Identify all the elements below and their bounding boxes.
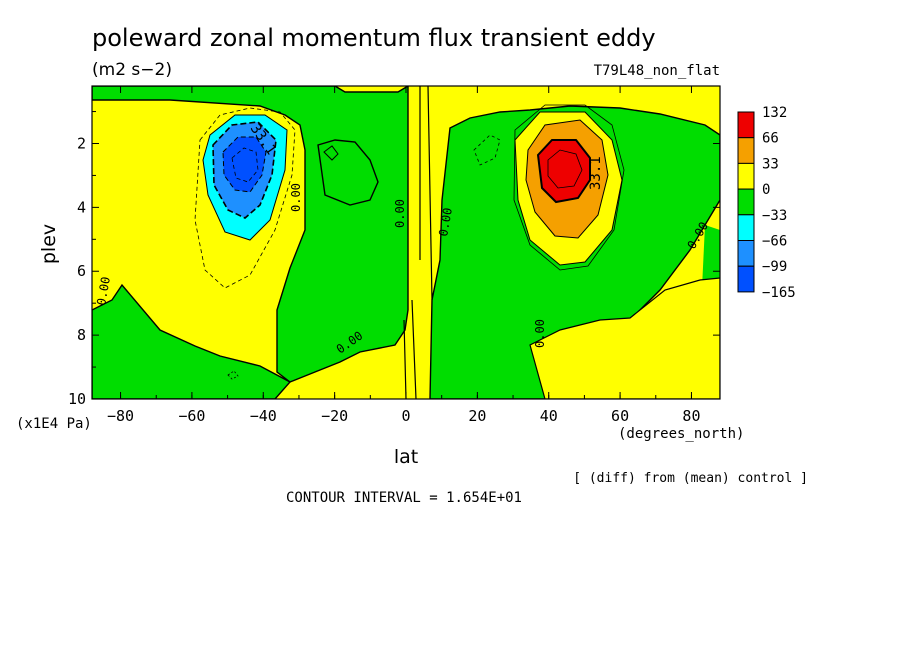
colorbar-swatch: [737, 214, 755, 242]
colorbar-swatch: [737, 188, 755, 216]
colorbar-label: 33: [762, 156, 779, 172]
colorbar-label: 0: [762, 182, 770, 198]
colorbar-swatch: [737, 265, 755, 293]
contour-small-loop-nh: [473, 134, 501, 166]
colorbar-label: −66: [762, 234, 787, 250]
y-tick-label: 6: [77, 262, 86, 280]
x-tick-label: −40: [250, 407, 277, 425]
colorbar: 132 66 33 0 −33 −66 −99 −165: [737, 105, 796, 301]
diff-note: [ (diff) from (mean) control ]: [573, 471, 808, 486]
x-tick-label: −60: [178, 407, 205, 425]
y-tick-label: 2: [77, 134, 86, 152]
units-label: (m2 s−2): [92, 60, 172, 80]
contour-label-4: 0.00: [436, 207, 455, 238]
y-units-label: (x1E4 Pa): [16, 416, 92, 432]
region-pos-nh-red-core: [547, 149, 583, 189]
y-tick-label: 8: [77, 326, 86, 344]
region-pos-lower-right: [529, 277, 720, 399]
x-tick-label: 40: [540, 407, 558, 425]
y-tick-label: 4: [77, 198, 86, 216]
colorbar-label: −99: [762, 259, 787, 275]
x-tick-label: 0: [401, 407, 410, 425]
contour-field: [92, 86, 720, 399]
chart-title: poleward zonal momentum flux transient e…: [92, 24, 656, 52]
x-tick-label: 80: [682, 407, 700, 425]
region-pos-nh-red: [536, 139, 591, 204]
contour-equator: [403, 86, 433, 399]
contour-label-7: 0.00: [533, 319, 547, 348]
contour-small-loop-sh: [323, 145, 339, 161]
x-tick-label: 60: [611, 407, 629, 425]
x-axis-title: lat: [394, 446, 418, 468]
y-axis: 2 4 6 8 10: [68, 111, 720, 408]
colorbar-swatch: [737, 162, 755, 190]
colorbar-label: −33: [762, 208, 787, 224]
x-axis: −80 −60 −40 −20 0 20 40 60 80: [107, 86, 700, 425]
run-label: T79L48_non_flat: [594, 63, 720, 79]
contour-label-2: 0.00: [289, 183, 303, 212]
contour-tiny-loop-bottom: [227, 370, 239, 380]
colorbar-label: −165: [762, 285, 796, 301]
colorbar-swatch: [737, 137, 755, 164]
region-neg-sh-lower: [92, 283, 292, 399]
contour-pos-outer-nh: [513, 104, 625, 271]
contour-interval-note: CONTOUR INTERVAL = 1.654E+01: [286, 490, 522, 506]
x-tick-label: −80: [107, 407, 134, 425]
contour-label-5: 0.00: [94, 276, 113, 307]
x-tick-label: 20: [468, 407, 486, 425]
y-axis-title: plev: [38, 224, 60, 264]
region-neg-sh-core: [231, 147, 259, 183]
colorbar-label: 132: [762, 105, 787, 121]
colorbar-swatch: [737, 240, 755, 267]
colorbar-swatch: [737, 111, 755, 139]
contour-label-8: 33.1: [588, 156, 604, 190]
colorbar-label: 66: [762, 131, 779, 147]
y-tick-label: 10: [68, 390, 86, 408]
contour-label-3: 0.00: [393, 199, 407, 228]
x-tick-label: −20: [321, 407, 348, 425]
x-units-label: (degrees_north): [618, 426, 744, 442]
contour-neg-outer-sh: [194, 107, 296, 289]
